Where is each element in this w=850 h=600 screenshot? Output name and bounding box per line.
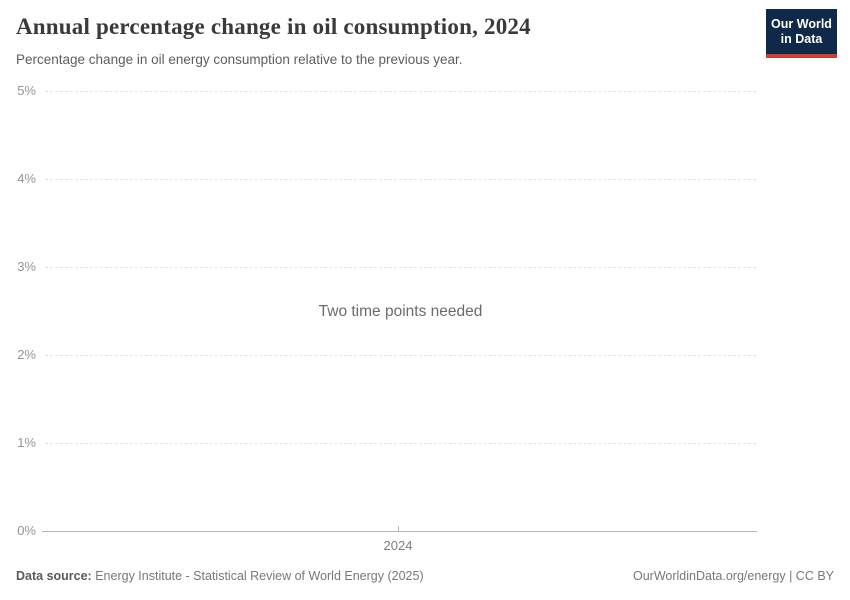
y-tick-label: 1% [17,435,36,450]
y-tick-label: 4% [17,171,36,186]
gridline-4pct [45,179,756,180]
owid-logo-line1: Our World [771,16,832,31]
empty-state-message: Two time points needed [318,303,483,320]
x-axis-line [42,531,757,532]
gridline-5pct [45,91,756,92]
gridline-1pct [45,443,756,444]
footer-source-label: Data source: [16,569,92,583]
page-title: Annual percentage change in oil consumpt… [16,14,531,39]
owid-logo: Our World in Data [766,9,837,58]
gridline-2pct [45,355,756,356]
gridline-3pct [45,267,756,268]
owid-logo-line2: in Data [780,31,823,46]
footer-source: Data source: Energy Institute - Statisti… [16,569,424,583]
y-tick-label: 0% [17,523,36,538]
chart-subtitle: Percentage change in oil energy consumpt… [16,52,463,67]
y-tick-label: 2% [17,347,36,362]
x-axis-tick [398,526,399,531]
footer-credit-link[interactable]: OurWorldinData.org/energy | CC BY [632,569,834,583]
footer-source-text: Energy Institute - Statistical Review of… [95,569,424,583]
x-tick-label: 2024 [383,538,413,553]
y-tick-label: 3% [17,259,36,274]
y-tick-label: 5% [17,83,36,98]
